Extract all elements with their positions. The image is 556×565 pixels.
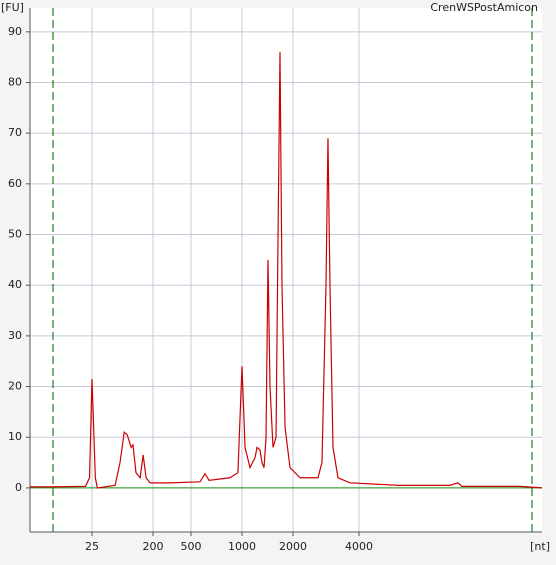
y-tick-label: 20: [8, 380, 22, 393]
y-tick-label: 40: [8, 278, 22, 291]
trace: [30, 52, 543, 489]
y-axis-label: [FU]: [1, 1, 24, 14]
plot-area: [30, 8, 542, 532]
y-tick-label: 10: [8, 430, 22, 443]
x-tick-label: 25: [85, 540, 99, 553]
x-axis-label: [nt]: [530, 540, 550, 553]
x-tick-label: 2000: [279, 540, 307, 553]
x-tick-label: 200: [143, 540, 164, 553]
x-tick-label: 1000: [228, 540, 256, 553]
y-tick-label: 0: [15, 481, 22, 494]
y-tick-label: 90: [8, 25, 22, 38]
grid: [30, 8, 542, 532]
y-tick-label: 70: [8, 126, 22, 139]
y-tick-label: 50: [8, 228, 22, 241]
y-tick-label: 30: [8, 329, 22, 342]
y-tick-label: 60: [8, 177, 22, 190]
y-tick-label: 80: [8, 75, 22, 88]
x-tick-label: 500: [181, 540, 202, 553]
chart-title: CrenWSPostAmicon: [430, 1, 538, 14]
x-tick-label: 4000: [345, 540, 373, 553]
